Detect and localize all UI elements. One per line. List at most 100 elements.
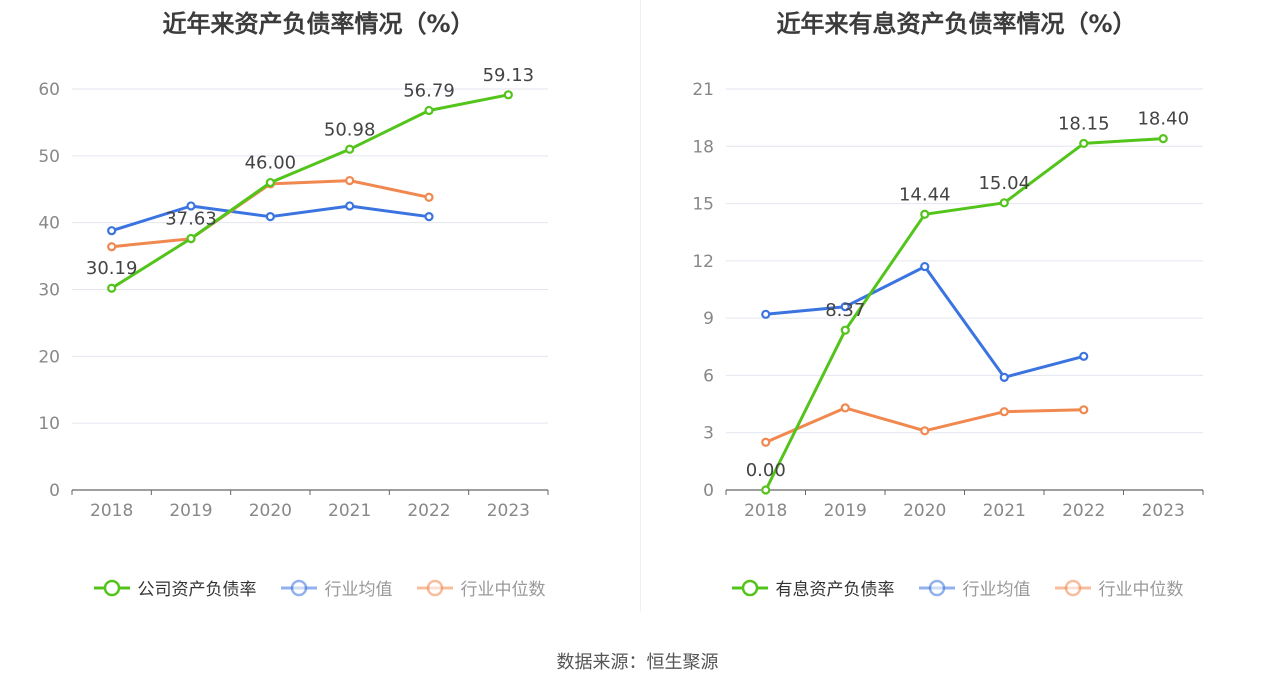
series-line bbox=[110, 93, 509, 290]
x-tick-label: 2021 bbox=[983, 501, 1026, 521]
data-point bbox=[761, 309, 771, 319]
legend-marker bbox=[928, 579, 945, 596]
data-point bbox=[840, 403, 850, 413]
x-tick-label: 2018 bbox=[744, 501, 787, 521]
y-tick-label: 0 bbox=[703, 481, 714, 501]
y-tick-label: 9 bbox=[703, 309, 714, 329]
legend-swatch-icon bbox=[918, 579, 955, 596]
legend-label: 公司资产负债率 bbox=[137, 580, 257, 600]
legend-label: 行业中位数 bbox=[460, 580, 546, 600]
legend-item[interactable]: 行业均值 bbox=[279, 575, 393, 600]
panel-divider bbox=[640, 0, 641, 612]
data-point bbox=[186, 233, 196, 244]
y-tick-label: 60 bbox=[38, 80, 60, 100]
legend-swatch-icon bbox=[1054, 579, 1091, 596]
legend-item[interactable]: 行业中位数 bbox=[415, 575, 546, 600]
data-point bbox=[999, 407, 1009, 417]
debt-ratio-chart: 0 10 20 30 40 50 60 2018 2019 2020 2021 2022 2023 30.… bbox=[38, 65, 549, 521]
y-tick-label: 10 bbox=[38, 414, 60, 434]
y-tick-label: 15 bbox=[692, 195, 714, 215]
y-tick-label: 40 bbox=[38, 214, 60, 234]
legend-marker bbox=[103, 579, 120, 596]
x-tick-label: 2020 bbox=[903, 501, 946, 521]
y-tick-label: 0 bbox=[49, 481, 60, 501]
data-label: 18.40 bbox=[1137, 109, 1189, 130]
data-point bbox=[761, 485, 771, 495]
data-point bbox=[999, 198, 1009, 208]
y-tick-label: 50 bbox=[38, 147, 60, 167]
x-tick-label: 2023 bbox=[1142, 501, 1185, 521]
x-tick-label: 2023 bbox=[487, 501, 530, 521]
legend-marker bbox=[741, 579, 758, 596]
data-point bbox=[107, 226, 117, 236]
legend-item[interactable]: 公司资产负债率 bbox=[92, 575, 257, 600]
data-point bbox=[186, 201, 196, 211]
data-point bbox=[1158, 134, 1168, 144]
data-point bbox=[1079, 405, 1089, 415]
data-point bbox=[920, 261, 930, 272]
data-point bbox=[999, 372, 1009, 382]
data-label: 0.00 bbox=[746, 460, 786, 481]
x-tick-label: 2022 bbox=[407, 501, 450, 521]
data-label: 59.13 bbox=[483, 65, 535, 86]
legend-label: 行业中位数 bbox=[1098, 580, 1184, 600]
interest-debt-ratio-chart: 0 3 6 9 12 15 18 21 2018 2019 2020 2021 2022 2023 0.00… bbox=[692, 80, 1204, 521]
series-line bbox=[765, 406, 1084, 444]
data-point bbox=[920, 209, 930, 219]
legend-marker bbox=[290, 579, 307, 596]
y-tick-label: 3 bbox=[703, 424, 714, 444]
data-label: 30.19 bbox=[86, 258, 138, 279]
legend: 有息资产负债率 行业均值 行业中位数 bbox=[638, 575, 1275, 600]
left-chart-panel: 近年来资产负债率情况（%） 0 10 20 30 40 50 60 2018 2019 2020 2… bbox=[0, 0, 637, 615]
data-label: 14.44 bbox=[899, 184, 951, 205]
x-tick-label: 2019 bbox=[824, 501, 867, 521]
data-label: 8.37 bbox=[825, 300, 865, 321]
x-tick-label: 2018 bbox=[90, 501, 133, 521]
data-point bbox=[1079, 351, 1089, 361]
data-label: 37.63 bbox=[165, 209, 217, 230]
data-label: 46.00 bbox=[245, 153, 297, 174]
data-point bbox=[920, 426, 930, 436]
data-point bbox=[345, 144, 355, 154]
data-point bbox=[107, 242, 117, 252]
data-point bbox=[761, 437, 771, 447]
data-label: 18.15 bbox=[1058, 113, 1110, 134]
data-label: 56.79 bbox=[403, 80, 455, 101]
legend-swatch-icon bbox=[416, 579, 453, 596]
legend-label: 有息资产负债率 bbox=[775, 580, 895, 600]
legend-item[interactable]: 有息资产负债率 bbox=[730, 575, 895, 600]
legend-marker bbox=[426, 579, 443, 596]
data-point bbox=[345, 201, 355, 211]
series-line bbox=[765, 265, 1085, 379]
chart-title: 近年来资产负债率情况（%） bbox=[162, 10, 475, 38]
data-point bbox=[503, 90, 513, 100]
data-point bbox=[265, 177, 275, 188]
data-point bbox=[107, 283, 117, 293]
legend-swatch-icon bbox=[280, 579, 317, 596]
data-source-note: 数据来源：恒生聚源 bbox=[556, 652, 719, 673]
chart-title: 近年来有息资产负债率情况（%） bbox=[776, 10, 1137, 38]
data-point bbox=[1079, 138, 1089, 149]
legend-label: 行业均值 bbox=[962, 580, 1031, 600]
data-point bbox=[840, 325, 850, 335]
y-tick-label: 30 bbox=[38, 281, 60, 301]
data-point bbox=[840, 302, 850, 312]
y-tick-label: 18 bbox=[692, 137, 714, 157]
legend-label: 行业均值 bbox=[324, 580, 393, 600]
data-point bbox=[424, 192, 434, 202]
data-point bbox=[424, 105, 434, 116]
x-tick-label: 2020 bbox=[249, 501, 292, 521]
y-tick-label: 21 bbox=[692, 80, 714, 100]
legend: 公司资产负债率 行业均值 行业中位数 bbox=[0, 575, 637, 600]
legend-swatch-icon bbox=[93, 579, 130, 596]
data-label: 15.04 bbox=[978, 173, 1030, 194]
legend-item[interactable]: 行业均值 bbox=[917, 575, 1031, 600]
x-tick-label: 2022 bbox=[1062, 501, 1105, 521]
legend-item[interactable]: 行业中位数 bbox=[1053, 575, 1184, 600]
data-label: 50.98 bbox=[324, 119, 376, 140]
data-point bbox=[345, 175, 355, 186]
legend-swatch-icon bbox=[731, 579, 768, 596]
series-line bbox=[764, 137, 1164, 491]
legend-marker bbox=[1064, 579, 1081, 596]
data-point bbox=[265, 212, 275, 222]
